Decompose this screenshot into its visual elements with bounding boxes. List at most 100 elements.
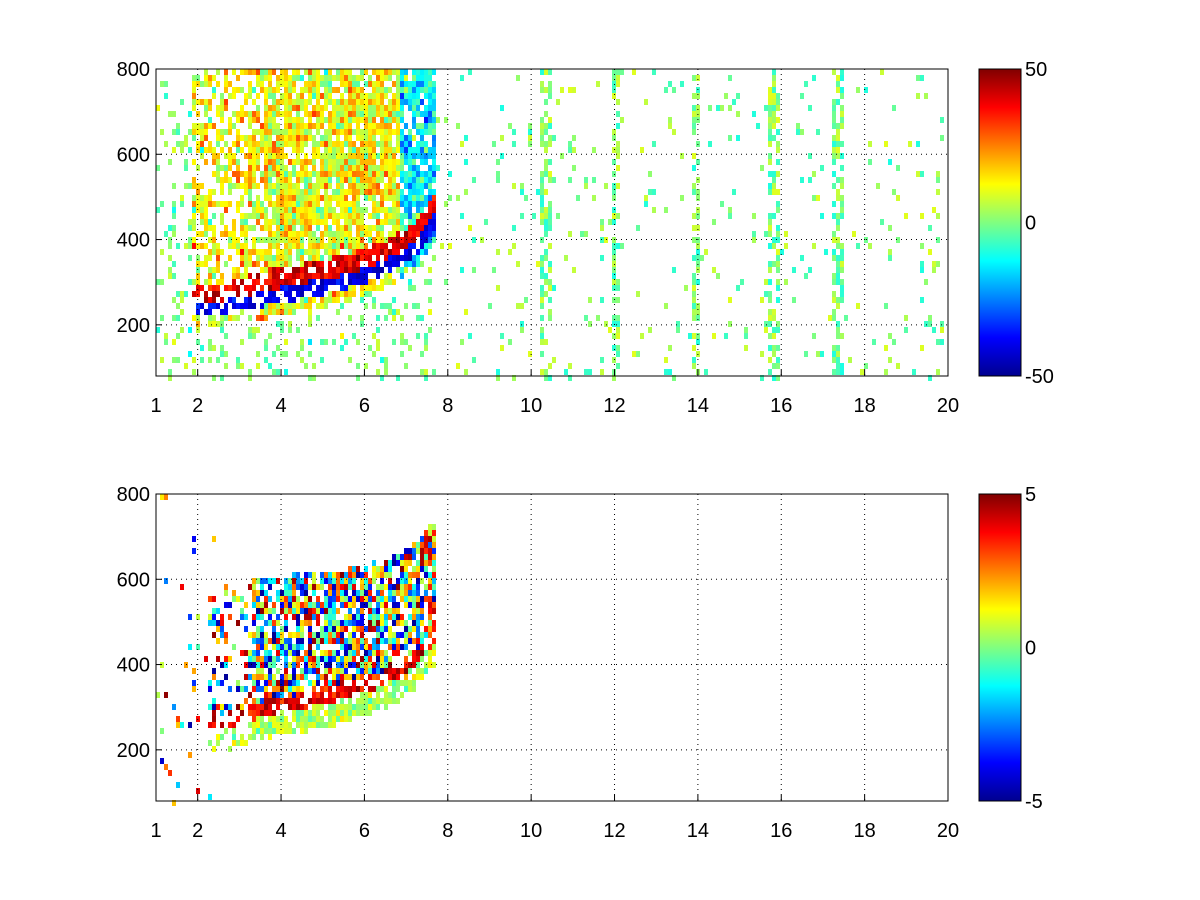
heatmap-cell xyxy=(192,279,196,285)
heatmap-cell xyxy=(352,195,356,201)
heatmap-cell xyxy=(368,261,372,267)
heatmap-cell xyxy=(376,369,380,375)
heatmap-cell xyxy=(416,614,420,620)
heatmap-cell xyxy=(308,273,312,279)
heatmap-cell xyxy=(316,596,320,602)
heatmap-cell xyxy=(184,243,188,249)
heatmap-cell xyxy=(380,566,384,572)
heatmap-cell xyxy=(644,195,648,201)
heatmap-cell xyxy=(320,81,324,87)
heatmap-cell xyxy=(212,153,216,159)
heatmap-cell xyxy=(336,213,340,219)
heatmap-cell xyxy=(268,608,272,614)
heatmap-cell xyxy=(244,297,248,303)
heatmap-cell xyxy=(800,93,804,99)
heatmap-cell xyxy=(396,225,400,231)
heatmap-cell xyxy=(404,584,408,590)
heatmap-cell xyxy=(444,201,448,207)
heatmap-cell xyxy=(408,632,412,638)
heatmap-cell xyxy=(360,99,364,105)
heatmap-cell xyxy=(308,123,312,129)
heatmap-cell xyxy=(160,728,164,734)
y-tick-label: 200 xyxy=(117,315,150,337)
heatmap-cell xyxy=(340,129,344,135)
heatmap-cell xyxy=(208,686,212,692)
heatmap-cell xyxy=(224,141,228,147)
heatmap-cell xyxy=(208,620,212,626)
heatmap-cell xyxy=(416,626,420,632)
heatmap-cell xyxy=(404,75,408,81)
heatmap-cell xyxy=(296,632,300,638)
heatmap-cell xyxy=(568,141,572,147)
heatmap-cell xyxy=(276,159,280,165)
heatmap-cell xyxy=(500,345,504,351)
heatmap-cell xyxy=(284,590,288,596)
heatmap-cell xyxy=(240,710,244,716)
heatmap-cell xyxy=(252,279,256,285)
heatmap-cell xyxy=(356,147,360,153)
heatmap-cell xyxy=(312,237,316,243)
heatmap-cell xyxy=(840,207,844,213)
heatmap-cell xyxy=(312,249,316,255)
heatmap-cell xyxy=(420,614,424,620)
heatmap-cell xyxy=(304,608,308,614)
heatmap-cell xyxy=(840,153,844,159)
heatmap-cell xyxy=(340,590,344,596)
heatmap-cell xyxy=(328,716,332,722)
heatmap-cell xyxy=(216,69,220,75)
heatmap-cell xyxy=(432,578,436,584)
heatmap-cell xyxy=(196,339,200,345)
heatmap-cell xyxy=(348,716,352,722)
heatmap-cell xyxy=(284,722,288,728)
heatmap-cell xyxy=(276,632,280,638)
heatmap-cell xyxy=(380,279,384,285)
heatmap-cell xyxy=(400,99,404,105)
heatmap-cell xyxy=(400,590,404,596)
heatmap-cell xyxy=(432,165,436,171)
heatmap-cell xyxy=(840,285,844,291)
heatmap-cell xyxy=(360,243,364,249)
heatmap-cell xyxy=(172,183,176,189)
heatmap-cell xyxy=(388,267,392,273)
heatmap-cell xyxy=(396,674,400,680)
heatmap-cell xyxy=(548,267,552,273)
heatmap-cell xyxy=(192,207,196,213)
heatmap-cell xyxy=(280,255,284,261)
heatmap-cell xyxy=(408,602,412,608)
heatmap-cell xyxy=(424,566,428,572)
heatmap-cell xyxy=(924,93,928,99)
heatmap-cell xyxy=(352,93,356,99)
heatmap-cell xyxy=(288,674,292,680)
heatmap-cell xyxy=(376,165,380,171)
heatmap-cell xyxy=(344,87,348,93)
heatmap-cell xyxy=(616,315,620,321)
heatmap-cell xyxy=(612,87,616,93)
heatmap-cell xyxy=(768,129,772,135)
heatmap-cell xyxy=(432,141,436,147)
heatmap-cell xyxy=(408,243,412,249)
heatmap-cell xyxy=(388,237,392,243)
heatmap-cell xyxy=(348,93,352,99)
heatmap-cell xyxy=(356,219,360,225)
heatmap-cell xyxy=(404,225,408,231)
heatmap-cell xyxy=(220,351,224,357)
heatmap-cell xyxy=(340,207,344,213)
heatmap-cell xyxy=(432,69,436,75)
heatmap-cell xyxy=(356,596,360,602)
heatmap-cell xyxy=(768,117,772,123)
heatmap-cell xyxy=(288,680,292,686)
heatmap-cell xyxy=(288,123,292,129)
heatmap-cell xyxy=(252,596,256,602)
heatmap-cell xyxy=(292,584,296,590)
heatmap-cell xyxy=(364,656,368,662)
heatmap-cell xyxy=(464,189,468,195)
heatmap-cell xyxy=(288,213,292,219)
heatmap-cell xyxy=(256,644,260,650)
heatmap-cell xyxy=(380,159,384,165)
heatmap-cell xyxy=(272,141,276,147)
heatmap-cell xyxy=(212,620,216,626)
heatmap-cell xyxy=(840,75,844,81)
heatmap-cell xyxy=(252,117,256,123)
heatmap-cell xyxy=(428,81,432,87)
heatmap-cell xyxy=(776,225,780,231)
